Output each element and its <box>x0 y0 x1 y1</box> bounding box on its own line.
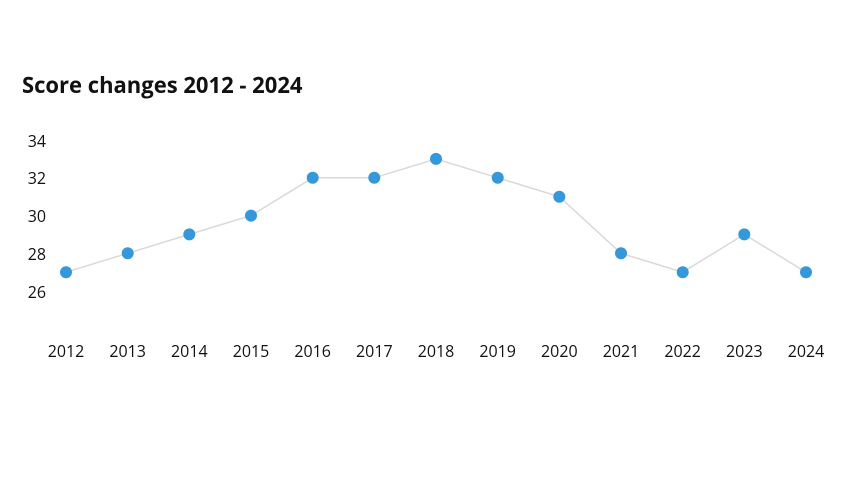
data-point[interactable] <box>307 172 319 184</box>
data-point[interactable] <box>60 266 72 278</box>
line-chart-plot <box>0 0 850 500</box>
data-point[interactable] <box>492 172 504 184</box>
data-point[interactable] <box>738 228 750 240</box>
series-line <box>66 159 806 272</box>
data-point[interactable] <box>245 210 257 222</box>
data-point[interactable] <box>553 191 565 203</box>
data-point[interactable] <box>368 172 380 184</box>
data-point[interactable] <box>183 228 195 240</box>
data-point[interactable] <box>677 266 689 278</box>
data-point[interactable] <box>615 247 627 259</box>
data-point[interactable] <box>430 153 442 165</box>
chart-container: { "chart": { "type": "line", "title": "S… <box>0 0 850 500</box>
data-point[interactable] <box>800 266 812 278</box>
data-point[interactable] <box>122 247 134 259</box>
